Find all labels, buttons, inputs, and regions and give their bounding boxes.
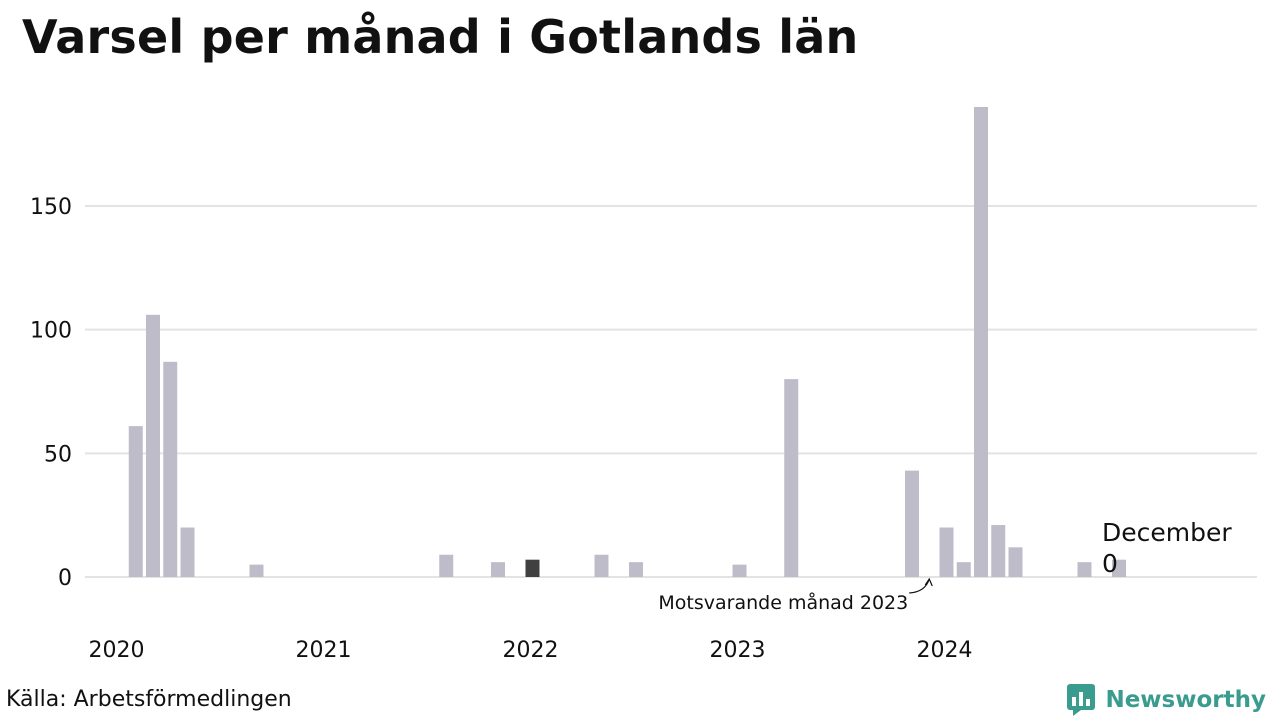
y-axis-ticks: 0 50 100 150	[30, 195, 72, 591]
y-tick-label: 50	[44, 442, 72, 467]
highlight-bar	[525, 559, 540, 577]
x-tick-label: 2024	[917, 638, 973, 663]
bar	[146, 314, 160, 577]
bar	[732, 564, 747, 577]
bar	[905, 470, 919, 577]
x-tick-label: 2023	[710, 638, 766, 663]
chart-title: Varsel per månad i Gotlands län	[22, 10, 859, 64]
bar	[1112, 559, 1126, 577]
y-tick-label: 150	[30, 195, 72, 220]
bars	[128, 107, 1126, 577]
bar	[249, 564, 264, 577]
last-month-label: December	[1102, 518, 1232, 547]
newsworthy-logo-icon	[1067, 684, 1096, 716]
last-month-value: 0	[1102, 549, 1118, 578]
annotation-arrowhead	[924, 577, 933, 587]
x-tick-label: 2022	[503, 638, 559, 663]
x-tick-label: 2021	[296, 638, 352, 663]
y-tick-label: 100	[30, 319, 72, 344]
x-tick-label: 2020	[89, 638, 145, 663]
bar	[439, 554, 454, 577]
bar	[491, 562, 505, 577]
bar	[629, 562, 643, 577]
annotation-label: Motsvarande månad 2023	[658, 591, 908, 614]
brand-name: Newsworthy	[1105, 687, 1266, 713]
brand-logo: Newsworthy	[1067, 684, 1266, 716]
bar	[594, 554, 609, 577]
gridlines	[85, 204, 1257, 578]
bar	[939, 527, 954, 577]
bar	[180, 527, 195, 577]
bar	[974, 107, 988, 577]
x-axis-ticks: 2020 2021 2022 2023 2024	[89, 638, 973, 663]
bar	[991, 525, 1006, 577]
bar	[956, 562, 971, 577]
bar	[163, 361, 178, 577]
bar	[1077, 562, 1092, 577]
bar	[784, 379, 799, 577]
annotation-arrow	[909, 578, 930, 594]
bar	[1008, 547, 1023, 577]
source-label: Källa: Arbetsförmedlingen	[6, 687, 292, 712]
y-tick-label: 0	[58, 566, 72, 591]
bar	[128, 426, 143, 577]
